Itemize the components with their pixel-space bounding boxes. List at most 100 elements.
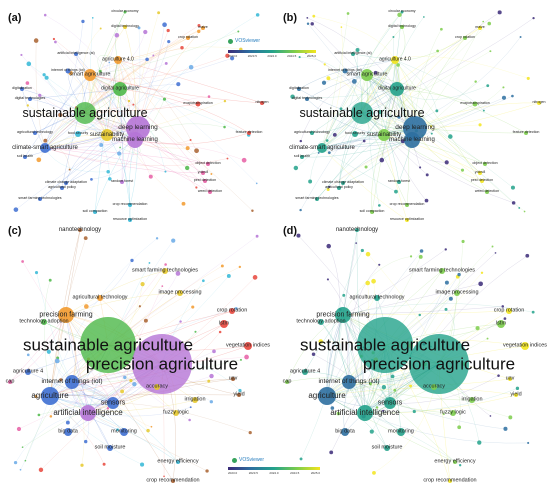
network-node bbox=[384, 445, 390, 451]
network-edge bbox=[97, 55, 119, 72]
network-node bbox=[25, 369, 31, 375]
keyword-label: maize bbox=[475, 25, 485, 30]
network-edge bbox=[364, 412, 461, 466]
network-edge bbox=[117, 59, 212, 175]
network-edge bbox=[383, 103, 476, 136]
network-node bbox=[84, 439, 88, 444]
network-edge bbox=[49, 394, 240, 397]
network-edge bbox=[411, 139, 486, 165]
nodes bbox=[13, 10, 264, 222]
network-node bbox=[419, 166, 422, 169]
network-node bbox=[531, 310, 535, 314]
keyword-label: soil compaction bbox=[82, 209, 108, 214]
network-edge bbox=[65, 260, 133, 316]
panel-d: (d) sustainable agriculture precision agr… bbox=[277, 222, 550, 489]
network-edge bbox=[383, 102, 540, 136]
network-node bbox=[205, 469, 209, 473]
network-node bbox=[252, 275, 258, 280]
network-edge bbox=[365, 88, 398, 168]
network-edge bbox=[134, 132, 250, 145]
network-edge bbox=[342, 314, 388, 449]
network-node bbox=[474, 80, 477, 83]
network-node bbox=[297, 87, 301, 91]
network-edge bbox=[89, 74, 206, 182]
network-node bbox=[346, 12, 350, 15]
network-node bbox=[424, 198, 429, 203]
network-edge bbox=[44, 63, 167, 149]
keyword-label: crop recommendation bbox=[112, 202, 148, 207]
keyword-label: artificial intelligence (ai) bbox=[57, 51, 95, 56]
network-node bbox=[13, 207, 19, 212]
network-edge bbox=[106, 55, 154, 136]
keyword-label: nitrogen bbox=[532, 100, 546, 105]
network-node bbox=[510, 185, 515, 190]
network-node bbox=[397, 428, 405, 436]
network-node bbox=[99, 142, 104, 147]
network-node bbox=[140, 462, 145, 467]
network-node bbox=[123, 375, 127, 380]
network-node bbox=[226, 157, 229, 160]
keyword-label: nanotechnology bbox=[335, 227, 379, 233]
network-node bbox=[106, 169, 110, 174]
keyword-label: digitalization bbox=[12, 86, 32, 91]
network-edge bbox=[24, 74, 91, 158]
network-edge bbox=[87, 406, 191, 417]
network-node bbox=[143, 29, 148, 35]
network-node bbox=[497, 374, 500, 377]
network-node bbox=[482, 20, 485, 23]
network-node bbox=[472, 101, 478, 107]
network-node bbox=[318, 387, 336, 405]
network-edge bbox=[27, 105, 108, 136]
scale-tick: 2023.0 bbox=[228, 54, 238, 58]
network-node bbox=[54, 358, 60, 364]
network-edge bbox=[414, 102, 540, 129]
keyword-label: soil health bbox=[16, 154, 34, 159]
network-node bbox=[412, 409, 416, 414]
keyword-label: crop recommendation bbox=[423, 477, 477, 484]
network-node bbox=[155, 237, 159, 240]
network-node bbox=[390, 82, 404, 96]
network-node bbox=[255, 182, 258, 185]
network-node bbox=[340, 26, 343, 28]
network-edge bbox=[298, 59, 396, 90]
scale-tick: 2023.0 bbox=[228, 471, 238, 475]
network-edge bbox=[89, 74, 263, 104]
network-edge bbox=[117, 59, 197, 151]
keyword-label: agriculture 4 bbox=[289, 368, 321, 375]
network-node bbox=[81, 19, 85, 24]
network-node bbox=[74, 52, 78, 56]
keyword-label: digital technologies bbox=[14, 96, 46, 101]
network-node bbox=[186, 36, 190, 40]
network-edge bbox=[44, 21, 84, 149]
network-node bbox=[326, 187, 330, 191]
network-edge bbox=[300, 314, 344, 459]
keyword-label: yolov8 bbox=[197, 170, 209, 175]
network-edge bbox=[327, 279, 366, 414]
scale-tick: 2024.0 bbox=[267, 54, 277, 58]
network-node bbox=[491, 245, 494, 248]
network-node bbox=[448, 296, 453, 301]
network-node bbox=[164, 61, 168, 65]
network-edge bbox=[326, 250, 363, 397]
keyword-label: smart agriculture bbox=[346, 71, 388, 78]
network-edge bbox=[321, 49, 359, 149]
network-node bbox=[46, 349, 51, 354]
network-node bbox=[42, 73, 46, 77]
network-node bbox=[197, 29, 201, 34]
network-node bbox=[351, 102, 373, 124]
network-edge bbox=[15, 412, 89, 463]
network-node bbox=[355, 242, 358, 244]
network-node bbox=[448, 479, 452, 483]
keyword-label: yield bbox=[233, 391, 245, 398]
network-node bbox=[202, 279, 205, 283]
network-graph-a bbox=[13, 10, 264, 222]
keyword-label: soil moisture bbox=[94, 444, 126, 451]
keyword-label: lstm bbox=[218, 320, 230, 327]
network-node bbox=[194, 330, 197, 333]
network-node bbox=[306, 17, 309, 19]
keyword-label: agriculture bbox=[31, 391, 69, 400]
network-node bbox=[394, 189, 398, 194]
network-node bbox=[405, 203, 409, 207]
scale-tick: 2025.0 bbox=[306, 54, 316, 58]
vosviewer-logo-icon bbox=[228, 38, 233, 44]
